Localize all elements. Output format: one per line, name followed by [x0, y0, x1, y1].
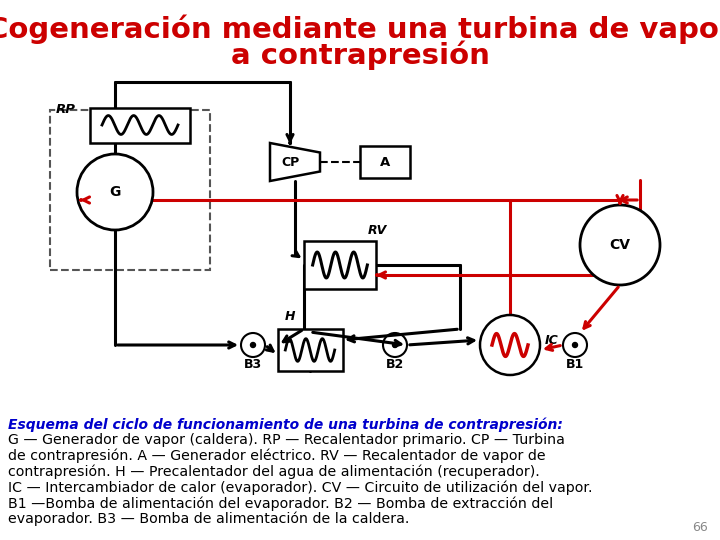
Circle shape	[383, 333, 407, 357]
FancyBboxPatch shape	[50, 110, 210, 270]
Text: H: H	[284, 310, 295, 323]
FancyBboxPatch shape	[90, 107, 190, 143]
Text: Cogeneración mediante una turbina de vapor: Cogeneración mediante una turbina de vap…	[0, 14, 720, 44]
Circle shape	[572, 342, 577, 348]
Polygon shape	[270, 143, 320, 181]
Text: G: G	[109, 185, 121, 199]
Circle shape	[580, 205, 660, 285]
FancyBboxPatch shape	[360, 146, 410, 178]
Circle shape	[392, 342, 397, 348]
Circle shape	[241, 333, 265, 357]
Circle shape	[251, 342, 256, 348]
Text: CP: CP	[282, 156, 300, 168]
FancyBboxPatch shape	[277, 329, 343, 371]
Text: de contrapresión. A — Generador eléctrico. RV — Recalentador de vapor de: de contrapresión. A — Generador eléctric…	[8, 449, 546, 463]
Text: Esquema del ciclo de funcionamiento de una turbina de contrapresión:: Esquema del ciclo de funcionamiento de u…	[8, 418, 563, 433]
Text: CV: CV	[610, 238, 631, 252]
Circle shape	[77, 154, 153, 230]
Text: 66: 66	[692, 521, 708, 534]
Text: a contrapresión: a contrapresión	[230, 40, 490, 70]
Text: B2: B2	[386, 359, 404, 372]
Text: RV: RV	[368, 224, 387, 237]
Text: B3: B3	[244, 359, 262, 372]
Text: B1 —Bomba de alimentación del evaporador. B2 — Bomba de extracción del: B1 —Bomba de alimentación del evaporador…	[8, 496, 553, 511]
Circle shape	[480, 315, 540, 375]
Text: IC: IC	[545, 334, 559, 347]
Text: G — Generador de vapor (caldera). RP — Recalentador primario. CP — Turbina: G — Generador de vapor (caldera). RP — R…	[8, 433, 565, 447]
Text: RP: RP	[56, 103, 76, 116]
Text: A: A	[380, 156, 390, 168]
Text: contrapresión. H — Precalentador del agua de alimentación (recuperador).: contrapresión. H — Precalentador del agu…	[8, 464, 540, 479]
FancyBboxPatch shape	[304, 241, 376, 289]
Text: B1: B1	[566, 359, 584, 372]
Circle shape	[563, 333, 587, 357]
Text: IC — Intercambiador de calor (evaporador). CV — Circuito de utilización del vapo: IC — Intercambiador de calor (evaporador…	[8, 481, 593, 495]
Text: evaporador. B3 — Bomba de alimentación de la caldera.: evaporador. B3 — Bomba de alimentación d…	[8, 512, 410, 526]
